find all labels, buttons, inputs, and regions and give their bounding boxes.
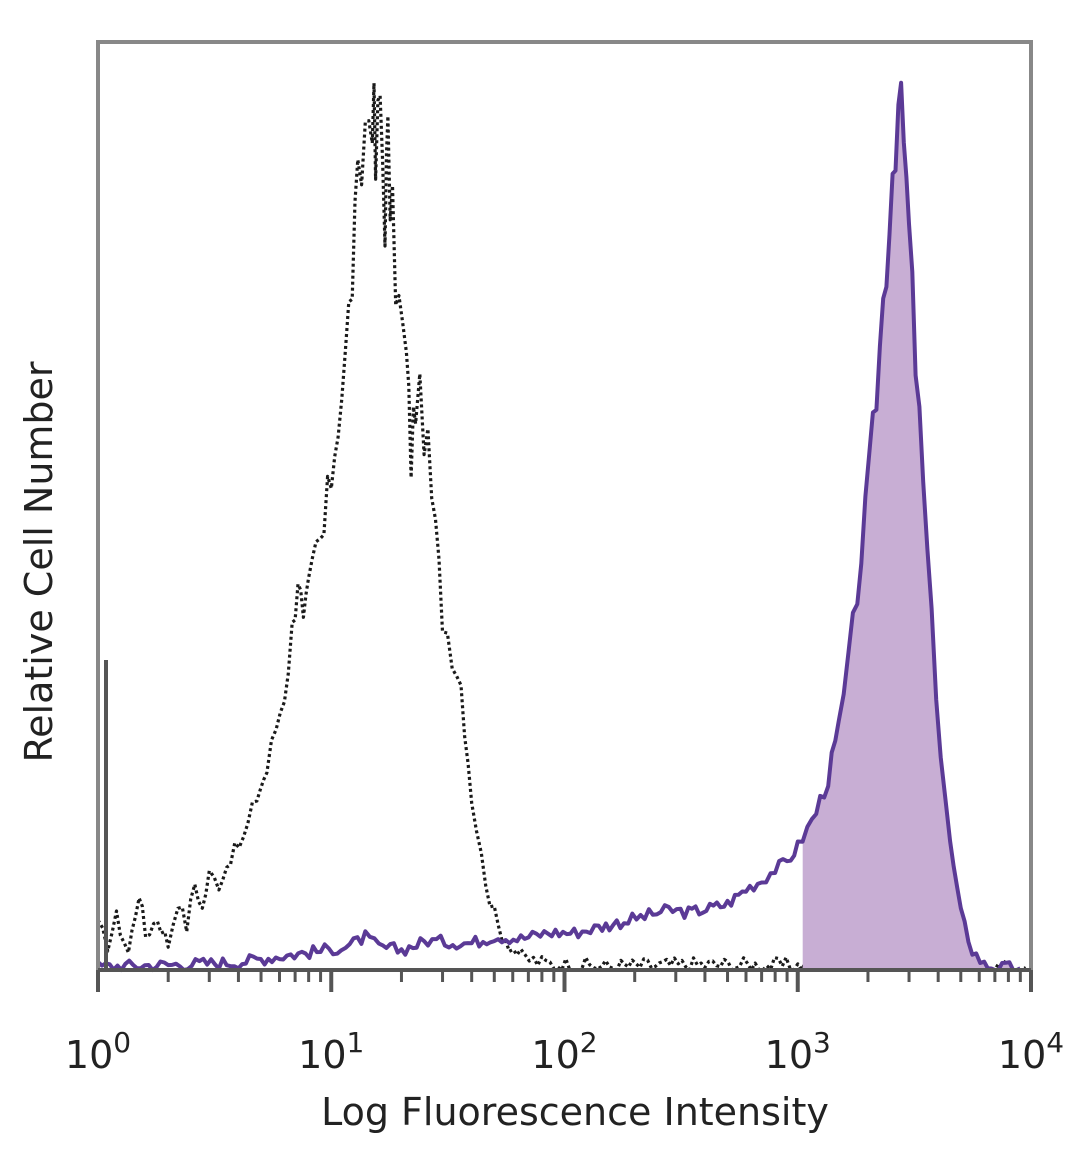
x-tick-label: 104 — [998, 1026, 1064, 1077]
series-1-fill — [802, 82, 1021, 970]
plot-series — [96, 80, 1027, 972]
x-axis-tick-labels: 100 101 102 103 104 — [65, 1026, 1064, 1077]
x-axis-ticks — [96, 970, 1033, 992]
x-tick-label: 102 — [531, 1026, 597, 1077]
series-0-line — [96, 81, 1027, 972]
y-axis-label: Relative Cell Number — [17, 361, 61, 762]
series-1-line — [96, 80, 1022, 972]
x-tick-label: 101 — [298, 1026, 364, 1077]
x-tick-label: 103 — [765, 1026, 831, 1077]
x-tick-label: 100 — [65, 1026, 131, 1077]
x-axis-label: Log Fluorescence Intensity — [321, 1090, 829, 1134]
